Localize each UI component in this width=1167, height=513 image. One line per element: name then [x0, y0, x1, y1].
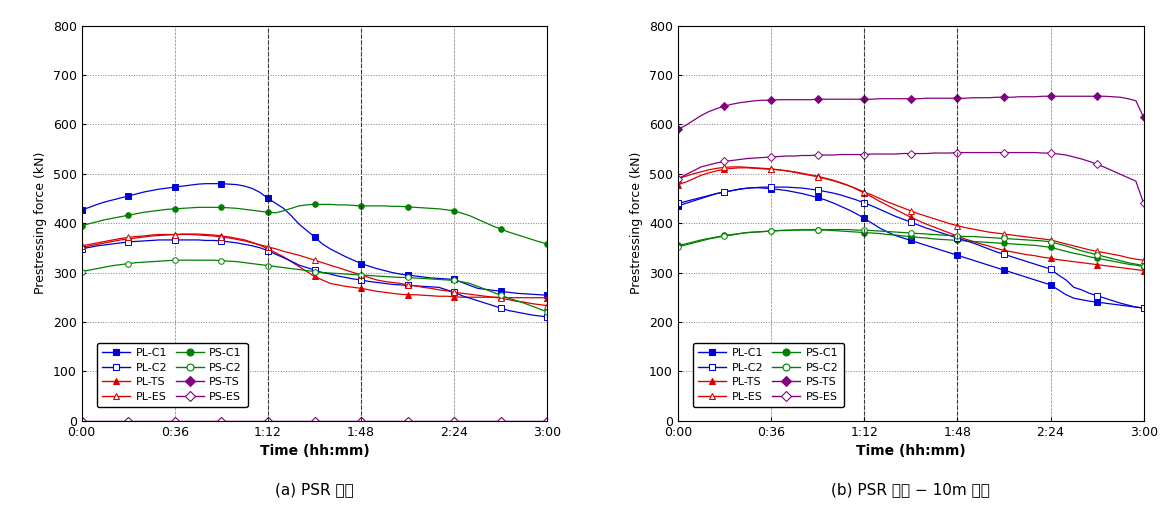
Legend: PL-C1, PL-C2, PL-TS, PL-ES, PS-C1, PS-C2, PS-TS, PS-ES: PL-C1, PL-C2, PL-TS, PL-ES, PS-C1, PS-C2… — [97, 343, 247, 407]
Y-axis label: Prestressing force (kN): Prestressing force (kN) — [34, 152, 48, 294]
Legend: PL-C1, PL-C2, PL-TS, PL-ES, PS-C1, PS-C2, PS-TS, PS-ES: PL-C1, PL-C2, PL-TS, PL-ES, PS-C1, PS-C2… — [693, 343, 844, 407]
Text: (b) PSR 시편 − 10m 낙하: (b) PSR 시편 − 10m 낙하 — [831, 483, 991, 498]
X-axis label: Time (hh:mm): Time (hh:mm) — [260, 444, 370, 458]
X-axis label: Time (hh:mm): Time (hh:mm) — [855, 444, 965, 458]
Y-axis label: Prestressing force (kN): Prestressing force (kN) — [630, 152, 643, 294]
Text: (a) PSR 시편: (a) PSR 시편 — [275, 483, 354, 498]
